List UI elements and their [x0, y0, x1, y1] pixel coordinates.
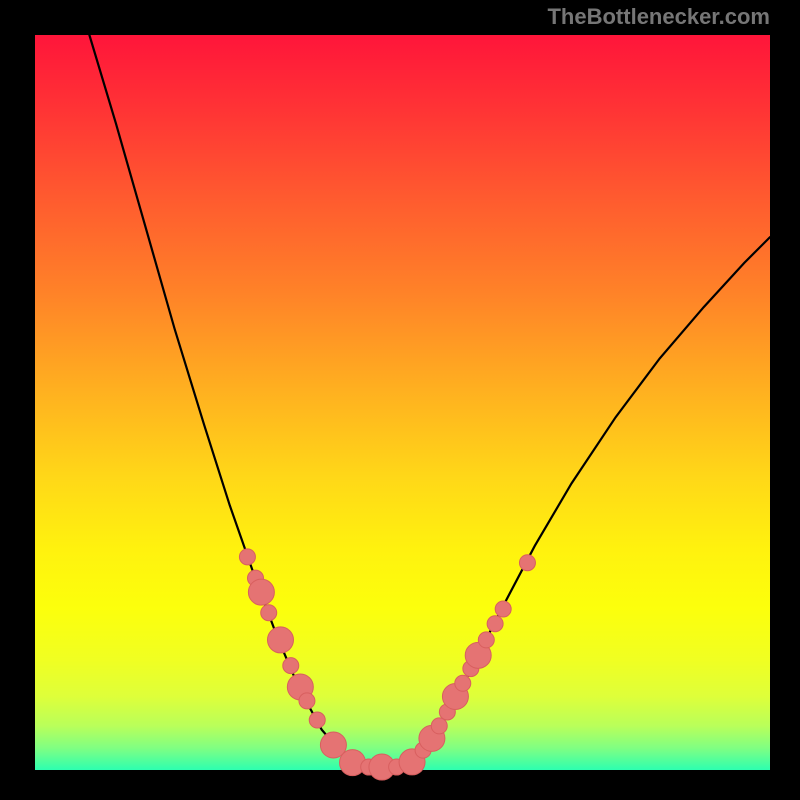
- gradient-background: [35, 35, 770, 770]
- watermark-text: TheBottlenecker.com: [547, 4, 770, 30]
- chart-container: TheBottlenecker.com: [0, 0, 800, 800]
- plot-area: [35, 35, 770, 770]
